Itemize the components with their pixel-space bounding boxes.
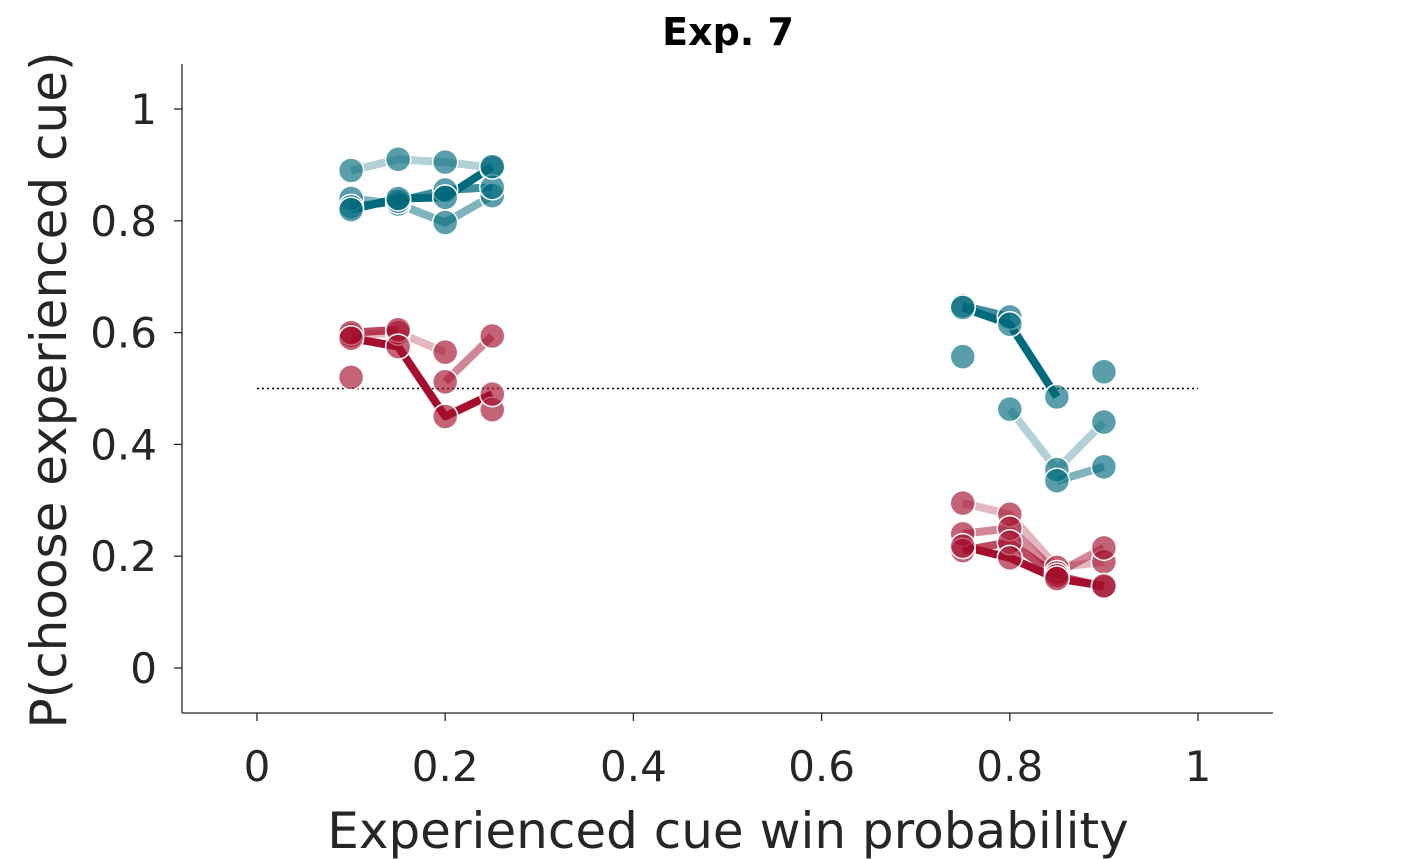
data-point <box>384 333 412 360</box>
data-point <box>1090 408 1118 436</box>
x-tick-label: 0.4 <box>600 742 667 791</box>
data-point <box>479 322 506 350</box>
data-point <box>1090 453 1118 481</box>
data-point <box>1090 534 1118 562</box>
data-point <box>384 146 412 173</box>
data-point <box>337 364 365 391</box>
y-tick-label: 0.8 <box>90 197 157 246</box>
series-line <box>350 334 494 421</box>
y-tick-label: 0.6 <box>90 309 157 358</box>
data-point <box>949 532 976 560</box>
x-tick-label: 1 <box>1185 742 1212 791</box>
data-point <box>1043 383 1071 411</box>
y-tick-label: 0.2 <box>90 532 157 581</box>
x-tick-label: 0.2 <box>412 742 479 791</box>
x-tick-label: 0 <box>244 742 271 791</box>
data-point <box>949 343 976 370</box>
data-point <box>431 338 459 366</box>
data-point <box>479 380 506 408</box>
data-point <box>431 184 459 211</box>
series-line <box>350 163 495 214</box>
series-line <box>350 155 493 175</box>
data-point <box>996 395 1024 423</box>
data-point <box>431 209 459 236</box>
data-point <box>996 544 1024 572</box>
data-point <box>949 489 976 517</box>
x-tick-label: 0.6 <box>788 742 855 791</box>
chart-title: Exp. 7 <box>662 10 794 54</box>
x-tick-label: 0.8 <box>976 742 1043 791</box>
y-tick-label: 1 <box>130 85 157 134</box>
series-line <box>962 524 1106 577</box>
data-point <box>337 324 365 352</box>
series-lines <box>350 155 1107 591</box>
data-point <box>996 310 1024 338</box>
y-axis-label: P(choose experienced cue) <box>20 52 78 729</box>
y-tick-label: 0.4 <box>90 420 157 469</box>
data-point <box>1043 467 1071 494</box>
data-point <box>431 368 459 396</box>
data-point <box>431 148 459 176</box>
data-point <box>384 185 412 212</box>
x-axis-label: Experienced cue win probability <box>327 802 1128 859</box>
y-tick-label: 0 <box>130 644 157 693</box>
data-point <box>1090 358 1118 385</box>
data-point <box>949 294 976 321</box>
data-point <box>431 403 459 430</box>
y-ticks: 0 0.2 0.4 0.6 0.8 1 <box>90 85 182 693</box>
x-ticks: 0 0.2 0.4 0.6 0.8 1 <box>244 713 1212 791</box>
series-line <box>961 542 1105 590</box>
data-point <box>337 196 365 223</box>
series-points <box>337 146 1118 601</box>
data-point <box>479 153 506 180</box>
data-point <box>1090 572 1118 600</box>
data-point <box>1043 565 1071 592</box>
data-point <box>337 157 365 184</box>
